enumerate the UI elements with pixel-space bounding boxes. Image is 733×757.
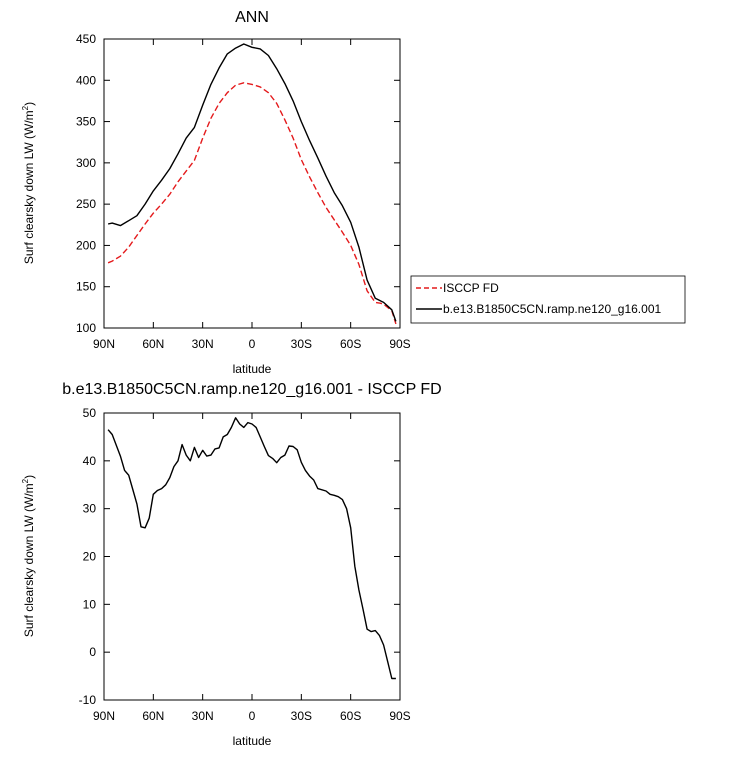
bottom-y-axis-label: Surf clearsky down LW (W/m2) — [21, 475, 36, 637]
bottom-x-axis-label: latitude — [233, 734, 272, 748]
bottom-chart-title: b.e13.B1850C5CN.ramp.ne120_g16.001 - ISC… — [62, 381, 441, 398]
top-xtick-label: 30S — [291, 337, 312, 351]
top-xtick-label: 60N — [142, 337, 164, 351]
bottom-xtick-label: 30S — [291, 709, 312, 723]
bottom-plot-area — [107, 417, 396, 680]
bottom-y-ticks: -10 0 10 20 30 40 50 — [79, 406, 400, 707]
top-ytick-label: 350 — [76, 115, 96, 129]
top-y-ticks: 100 150 200 250 300 350 400 450 — [76, 32, 400, 335]
bottom-ytick-label: 50 — [83, 406, 97, 420]
top-series-line-1 — [107, 43, 397, 322]
top-xtick-label: 60S — [340, 337, 361, 351]
top-ytick-label: 100 — [76, 321, 96, 335]
bottom-plot-frame — [103, 412, 401, 701]
top-x-ticks: 90N 60N 30N 0 30S 60S 90S — [93, 39, 411, 351]
bottom-ytick-label: 10 — [83, 597, 97, 611]
top-chart-title: ANN — [235, 9, 269, 26]
bottom-ytick-label: -10 — [79, 693, 97, 707]
bottom-ytick-label: 20 — [83, 550, 97, 564]
top-x-axis-label: latitude — [233, 362, 272, 376]
bottom-xtick-label: 90S — [389, 709, 410, 723]
legend-label-model: b.e13.B1850C5CN.ramp.ne120_g16.001 — [443, 302, 661, 316]
top-series-line-0 — [107, 82, 397, 325]
top-xtick-label: 0 — [249, 337, 256, 351]
top-xtick-label: 90N — [93, 337, 115, 351]
bottom-xtick-label: 90N — [93, 709, 115, 723]
top-chart-panel: ANN 100 150 200 250 300 350 400 450 90N 60N 30N 0 3… — [21, 9, 411, 376]
top-xtick-label: 30N — [192, 337, 214, 351]
bottom-series-line-0 — [107, 417, 396, 680]
bottom-ytick-label: 30 — [83, 502, 97, 516]
top-ytick-label: 250 — [76, 197, 96, 211]
top-plot-area — [107, 43, 397, 325]
top-ytick-label: 150 — [76, 280, 96, 294]
bottom-xtick-label: 60N — [142, 709, 164, 723]
top-ytick-label: 300 — [76, 156, 96, 170]
bottom-ytick-label: 40 — [83, 454, 97, 468]
bottom-xtick-label: 60S — [340, 709, 361, 723]
bottom-xtick-label: 0 — [249, 709, 256, 723]
top-y-axis-label: Surf clearsky down LW (W/m2) — [21, 102, 36, 264]
top-ytick-label: 400 — [76, 73, 96, 87]
top-ytick-label: 450 — [76, 32, 96, 46]
bottom-xtick-label: 30N — [192, 709, 214, 723]
chart-legend: ISCCP FD b.e13.B1850C5CN.ramp.ne120_g16.… — [410, 275, 686, 324]
bottom-chart-panel: b.e13.B1850C5CN.ramp.ne120_g16.001 - ISC… — [21, 381, 442, 748]
top-xtick-label: 90S — [389, 337, 410, 351]
top-ytick-label: 200 — [76, 238, 96, 252]
top-plot-frame — [103, 38, 401, 329]
bottom-x-ticks: 90N 60N 30N 0 30S 60S 90S — [93, 413, 411, 723]
legend-box — [410, 275, 686, 324]
bottom-ytick-label: 0 — [89, 645, 96, 659]
legend-label-isccp: ISCCP FD — [443, 281, 499, 295]
